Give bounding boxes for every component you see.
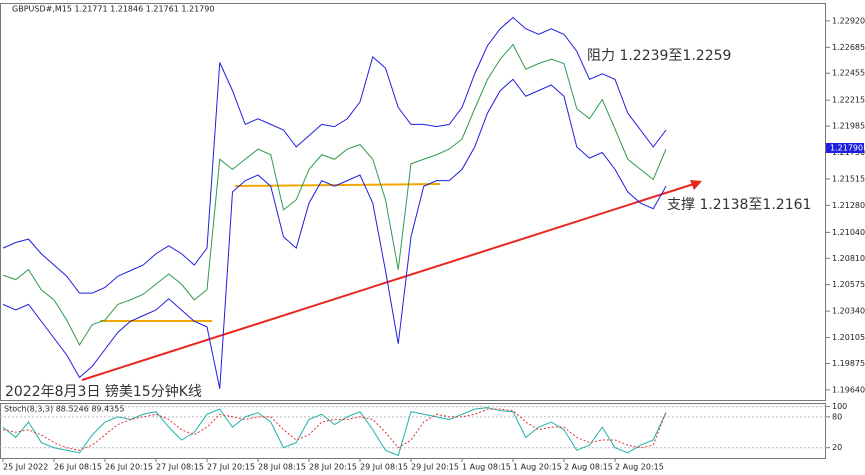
annotation-bg	[3, 383, 193, 400]
y-tick-label: 1.21280	[832, 201, 865, 210]
y-tick-label: 100	[832, 402, 847, 411]
x-tick-label: 2 Aug 08:15	[564, 463, 613, 472]
y-tick-label: 1.22215	[832, 96, 865, 105]
y-tick-label: 20	[832, 443, 842, 452]
series-line	[2, 78, 667, 389]
annotation: 2022年8月3日 镑美15分钟K线	[5, 383, 202, 400]
x-tick-label: 29 Jul 20:15	[411, 463, 459, 472]
chart-title: GBPUSD#,M15 1.21771 1.21846 1.21761 1.21…	[12, 5, 214, 14]
price-tag	[826, 143, 864, 153]
y-tick-label: 1.22455	[832, 69, 865, 78]
x-tick-label: 1 Aug 20:15	[513, 463, 562, 472]
price-tag-label: 1.21790	[830, 144, 863, 153]
series-line	[2, 408, 667, 451]
x-tick-label: 26 Jul 20:15	[105, 463, 153, 472]
y-tick-label: 1.22920	[832, 16, 865, 25]
x-tick-label: 27 Jul 08:15	[156, 463, 204, 472]
stoch-frame	[0, 403, 826, 459]
x-tick-label: 28 Jul 20:15	[309, 463, 357, 472]
y-tick-label: 80	[832, 412, 842, 421]
x-tick-label: 29 Jul 08:15	[360, 463, 408, 472]
x-tick-label: 25 Jul 2022	[3, 463, 48, 472]
x-tick-label: 27 Jul 20:15	[207, 463, 255, 472]
x-tick-label: 1 Aug 08:15	[462, 463, 511, 472]
main-frame	[0, 3, 826, 401]
y-tick-label: 1.20340	[832, 307, 865, 316]
x-tick-label: 26 Jul 08:15	[54, 463, 102, 472]
y-tick-label: 1.22685	[832, 43, 865, 52]
y-tick-label: 1.20810	[832, 254, 865, 263]
y-tick-label: 1.20105	[832, 333, 865, 342]
y-tick-label: 1.21040	[832, 228, 865, 237]
y-tick-label: 1.20575	[832, 280, 865, 289]
y-tick-label: 1.21985	[832, 122, 865, 131]
series-line	[2, 43, 667, 346]
series-line	[2, 407, 667, 457]
x-tick-label: 28 Jul 08:15	[258, 463, 306, 472]
stoch-title: Stoch(8,3,3) 88.5246 89.4355	[4, 405, 124, 414]
annotation: 支撑 1.2138至1.2161	[667, 197, 811, 213]
y-tick-label: 1.19875	[832, 359, 865, 368]
trend-line	[81, 181, 701, 381]
annotation: 阻力 1.2239至1.2259	[587, 48, 731, 64]
y-tick-label: 1.21515	[832, 174, 865, 183]
trend-arrow	[690, 180, 702, 190]
series-line	[2, 16, 667, 294]
x-tick-label: 2 Aug 20:15	[615, 463, 664, 472]
y-tick-label: 1.19640	[832, 385, 865, 394]
